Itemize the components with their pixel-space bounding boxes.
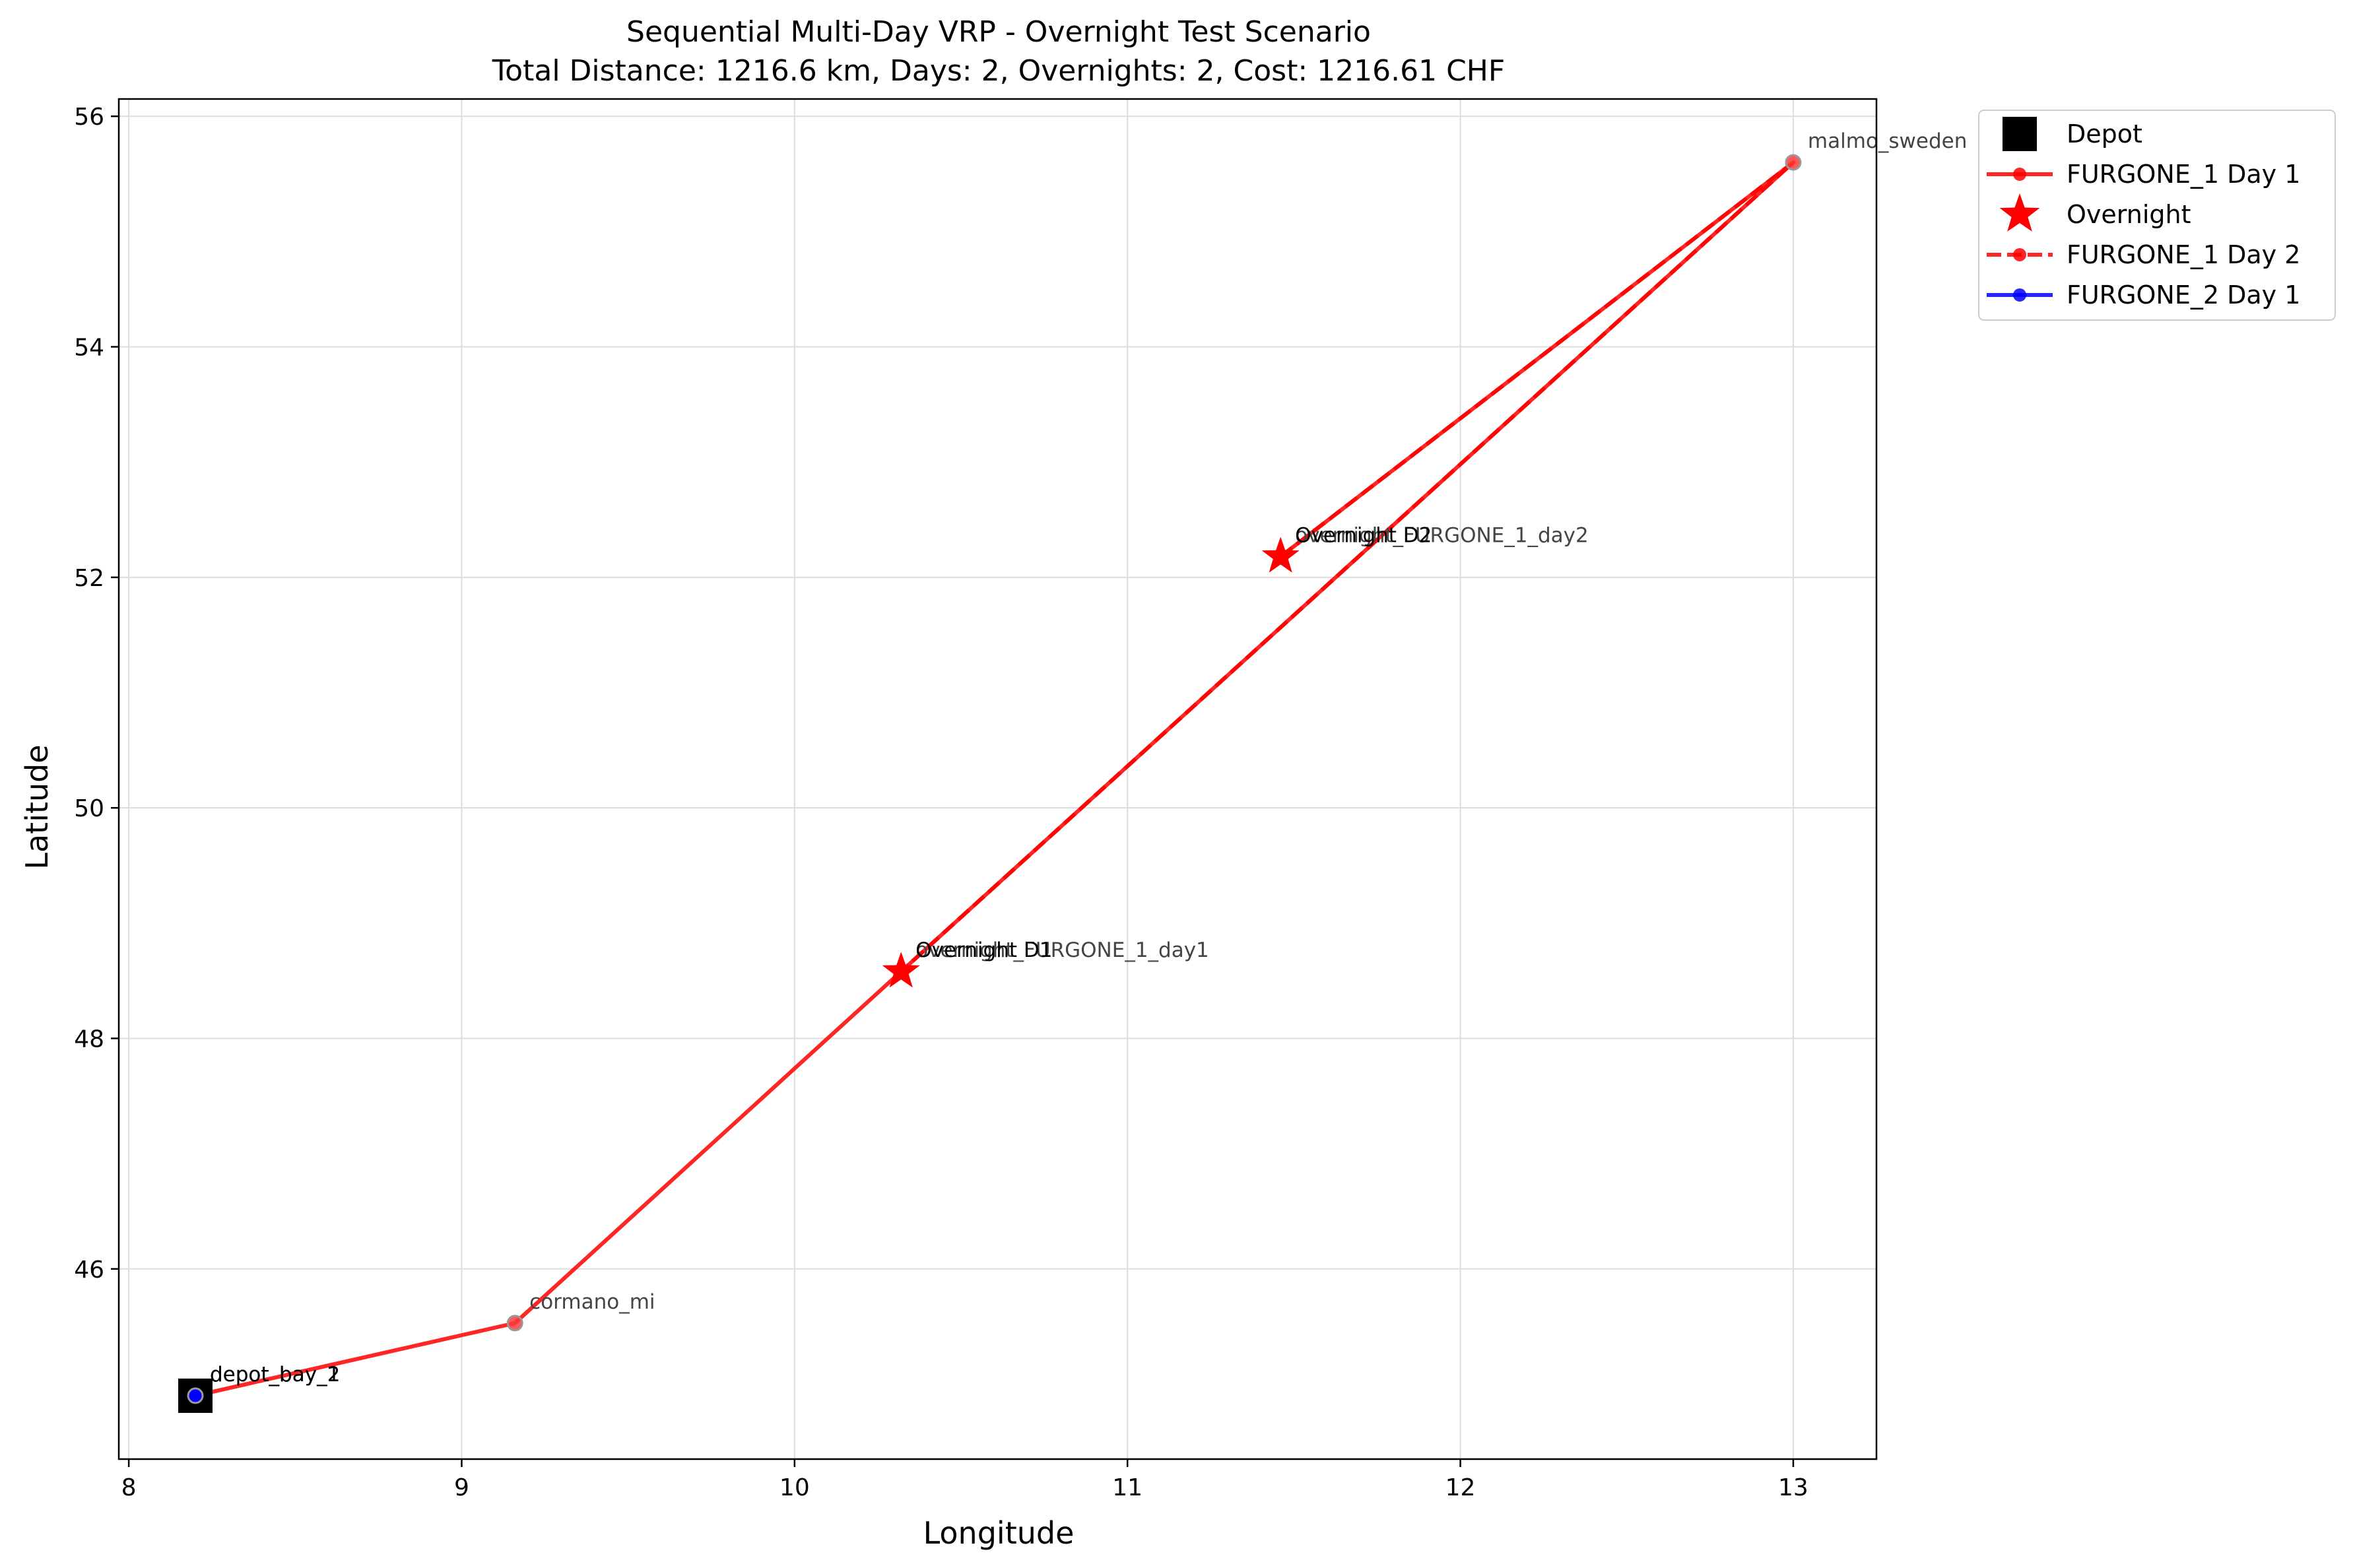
x-tick-label: 10: [779, 1474, 810, 1501]
overnight-star-marker: [882, 952, 920, 988]
legend-label: FURGONE_1 Day 2: [2067, 240, 2300, 269]
legend: Depot FURGONE_1 Day 1 Overnight FURGONE_1 D…: [1978, 110, 2336, 321]
legend-depot-swatch: [2003, 117, 2037, 151]
legend-label: FURGONE_2 Day 1: [2067, 280, 2300, 310]
y-tick-label: 56: [74, 104, 104, 131]
legend-label: Depot: [2067, 119, 2142, 148]
point-label: depot_bay_2: [210, 1363, 340, 1387]
chart-title: Sequential Multi-Day VRP - Overnight Tes…: [626, 15, 1371, 49]
x-tick-label: 8: [121, 1474, 137, 1501]
y-axis-label: Latitude: [19, 744, 55, 869]
legend-point-swatch: [2013, 248, 2026, 261]
point-label: Overnight D2: [1295, 523, 1432, 547]
y-tick-label: 54: [74, 335, 104, 362]
chart-subtitle: Total Distance: 1216.6 km, Days: 2, Over…: [492, 54, 1505, 88]
x-tick-label: 9: [454, 1474, 469, 1501]
legend-box: [1978, 110, 2336, 321]
axis-ticks: 8 9 10 11 12 13 46 48 50 52 54 56: [74, 104, 1808, 1501]
legend-point-swatch: [2013, 288, 2026, 302]
x-tick-label: 12: [1445, 1474, 1476, 1501]
stop-marker: [1785, 154, 1802, 171]
point-label: depot_bay_1: [210, 1363, 340, 1387]
grid-lines: [119, 99, 1876, 1459]
y-tick-label: 46: [74, 1257, 104, 1284]
plot-frame: [117, 98, 1878, 1460]
route-point-furgone-2: [187, 1387, 204, 1404]
point-label: cormano_mi: [529, 1290, 655, 1314]
point-label: Overnight D1: [915, 938, 1052, 962]
route-furgone-1-day-2: [900, 160, 1795, 973]
stop-marker: [506, 1315, 523, 1332]
point-label: overnight_FURGONE_1_day2: [1295, 523, 1589, 547]
point-label: malmo_sweden: [1808, 129, 1967, 153]
y-tick-label: 50: [74, 795, 104, 822]
x-axis-label: Longitude: [923, 1515, 1075, 1551]
x-tick-label: 13: [1778, 1474, 1808, 1501]
y-tick-label: 52: [74, 565, 104, 592]
overnight-star-marker: [1261, 537, 1300, 573]
legend-label: Overnight: [2067, 200, 2191, 229]
point-label: overnight_FURGONE_1_day1: [915, 938, 1209, 962]
route-markers: [178, 154, 1802, 1413]
legend-point-swatch: [2013, 168, 2026, 181]
legend-label: FURGONE_1 Day 1: [2067, 160, 2300, 189]
y-tick-label: 48: [74, 1026, 104, 1053]
x-tick-label: 11: [1112, 1474, 1143, 1501]
legend-star-swatch: [1999, 193, 2040, 232]
